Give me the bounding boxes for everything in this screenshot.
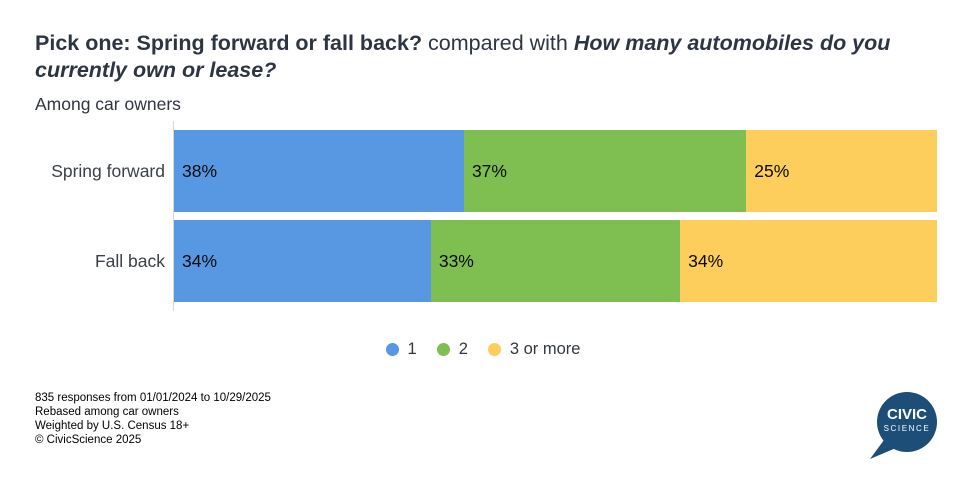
legend-item[interactable]: 1 [385,340,417,359]
legend-label: 2 [458,340,468,358]
legend-item[interactable]: 2 [436,340,468,359]
footnote-line: 835 responses from 01/01/2024 to 10/29/2… [35,392,271,404]
chart-title: Pick one: Spring forward or fall back? c… [35,30,940,84]
bar-segment[interactable]: 25% [746,130,937,212]
footnote-line: Weighted by U.S. Census 18+ [35,420,190,432]
footnotes: 835 responses from 01/01/2024 to 10/29/2… [35,391,271,447]
bar-row: Fall back 34% 33% 34% [0,220,966,302]
svg-text:SCIENCE: SCIENCE [884,424,931,433]
title-question-2: How many automobiles do you currently ow… [35,31,891,82]
segment-value-label: 34% [688,250,724,271]
legend-label: 1 [407,340,417,358]
bar-segment[interactable]: 34% [174,220,431,302]
chart-subtitle: Among car owners [35,94,181,114]
segment-value-label: 34% [182,250,218,271]
speech-bubble-icon: CIVIC SCIENCE [870,392,937,459]
legend-dot-icon [385,343,399,356]
legend-dot-icon [487,343,501,356]
bar-row: Spring forward 38% 37% 25% [0,130,966,212]
segment-value-label: 33% [438,250,474,271]
footnote-line: © CivicScience 2025 [35,434,142,446]
bar-track: 38% 37% 25% [174,130,937,212]
footnote-line: Rebased among car owners [35,406,179,418]
bar-segment[interactable]: 37% [463,130,747,212]
segment-value-label: 25% [754,160,790,181]
segment-value-label: 38% [182,160,218,181]
bar-segment[interactable]: 38% [174,130,464,212]
bar-track: 34% 33% 34% [174,220,937,302]
title-question-1: Pick one: Spring forward or fall back? [35,31,423,55]
legend-item[interactable]: 3 or more [487,340,581,359]
legend-dot-icon [436,343,450,356]
civicscience-logo: CIVIC SCIENCE [866,388,942,464]
bar-segment[interactable]: 34% [680,220,937,302]
svg-text:CIVIC: CIVIC [887,406,927,423]
bar-segment[interactable]: 33% [430,220,681,302]
category-label: Spring forward [51,160,165,181]
legend: 1 2 3 or more [0,340,966,359]
legend-label: 3 or more [509,340,581,358]
category-label: Fall back [94,250,165,271]
y-axis-line [173,121,174,311]
segment-value-label: 37% [471,160,507,181]
title-connector: compared with [422,31,574,55]
